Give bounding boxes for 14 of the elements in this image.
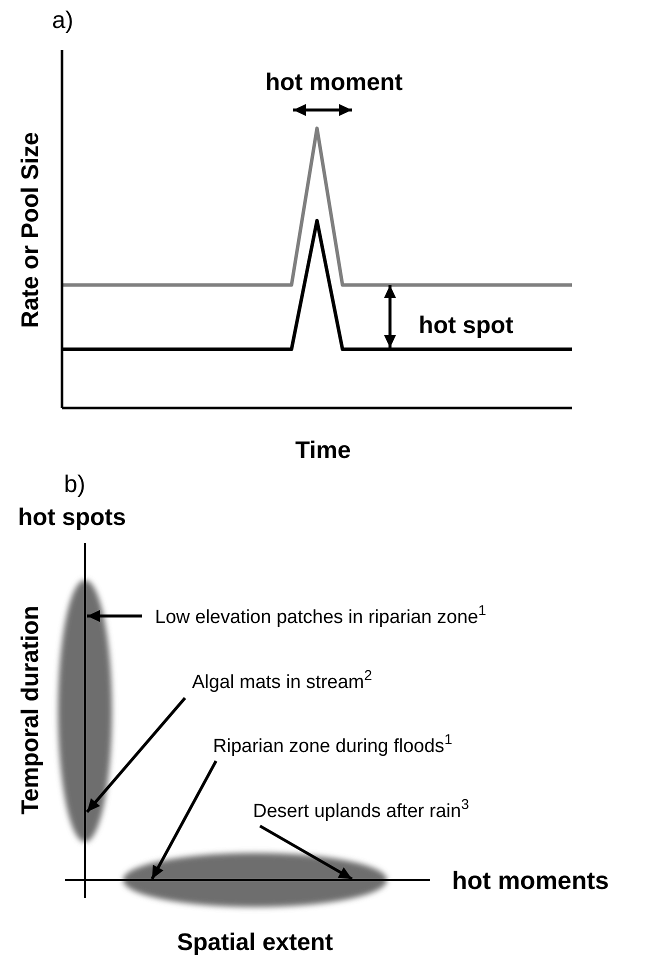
chart-title: a) [52, 7, 74, 34]
text: hot moment [265, 69, 403, 96]
y-axis-title: Rate or Pool Size [17, 132, 44, 328]
annotation: hot spot [418, 312, 514, 339]
text: Temporal duration [17, 606, 44, 814]
text: Low elevation patches in riparian zone$^{1}$ [155, 603, 486, 628]
text: hot spots [18, 504, 126, 531]
text: Desert uplands after rain$^{3}$ [253, 797, 470, 822]
text: Riparian zone during floods$^{1}$ [213, 732, 452, 757]
text: b) [64, 471, 86, 498]
text: hot moments [452, 867, 609, 895]
text: Algal mats in stream$^{2}$ [192, 668, 372, 693]
text: Spatial extent [176, 929, 334, 956]
x-axis-title: Time [295, 437, 351, 464]
